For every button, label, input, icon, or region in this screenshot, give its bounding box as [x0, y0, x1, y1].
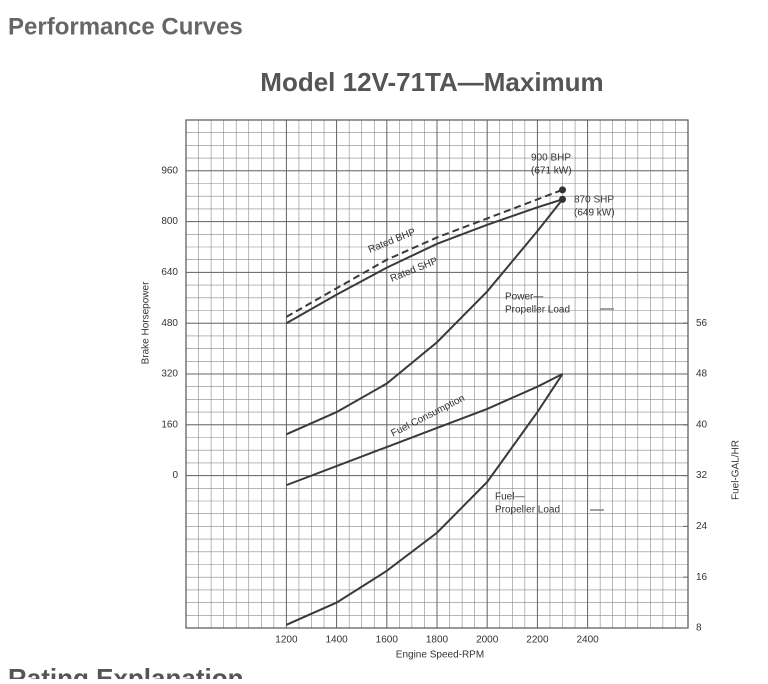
- x-tick-label: 1800: [426, 635, 449, 646]
- y2-tick-label: 24: [696, 521, 708, 532]
- series-line: [285, 188, 563, 318]
- series-label: Propeller Load: [495, 505, 560, 516]
- x-tick-label: 2400: [576, 635, 599, 646]
- y-axis-title: Brake Horsepower: [141, 281, 152, 364]
- y-tick-label: 480: [161, 318, 178, 329]
- series-label: Power—: [505, 292, 543, 303]
- annotation: 870 SHP: [574, 195, 614, 206]
- y-tick-label: 320: [161, 369, 178, 380]
- series-line: [285, 198, 563, 325]
- y-tick-label: 0: [172, 470, 178, 481]
- page-title: Performance Curves: [8, 13, 243, 40]
- series-line: [285, 198, 564, 436]
- x-tick-label: 1600: [376, 635, 399, 646]
- x-tick-label: 2000: [476, 635, 499, 646]
- annotation: 900 BHP: [531, 153, 571, 164]
- y2-tick-label: 40: [696, 419, 708, 430]
- x-tick-label: 1200: [275, 635, 298, 646]
- next-section-title: Rating Explanation: [8, 663, 243, 679]
- x-tick-label: 1400: [325, 635, 348, 646]
- y2-axis-title: Fuel-GAL/HR: [731, 440, 742, 500]
- rated-point: [559, 186, 566, 194]
- y2-tick-label: 16: [696, 572, 708, 583]
- rated-point: [559, 195, 566, 203]
- y2-tick-label: 8: [696, 623, 702, 634]
- series-label: Propeller Load: [505, 305, 570, 316]
- x-axis-title: Engine Speed-RPM: [396, 650, 484, 661]
- series-line: [286, 373, 563, 487]
- annotation: (671 kW): [531, 166, 572, 177]
- y-tick-label: 960: [161, 165, 178, 176]
- series-label: Fuel—: [495, 492, 524, 503]
- y2-tick-label: 48: [696, 369, 708, 380]
- chart-title: Model 12V-71TA—Maximum: [260, 67, 603, 97]
- y-tick-label: 160: [161, 419, 178, 430]
- annotation: (649 kW): [574, 208, 615, 219]
- x-tick-label: 2200: [526, 635, 549, 646]
- series-line: [285, 373, 564, 626]
- y-tick-label: 800: [161, 216, 178, 227]
- y2-tick-label: 56: [696, 318, 708, 329]
- y-tick-label: 640: [161, 267, 178, 278]
- y2-tick-label: 32: [696, 470, 708, 481]
